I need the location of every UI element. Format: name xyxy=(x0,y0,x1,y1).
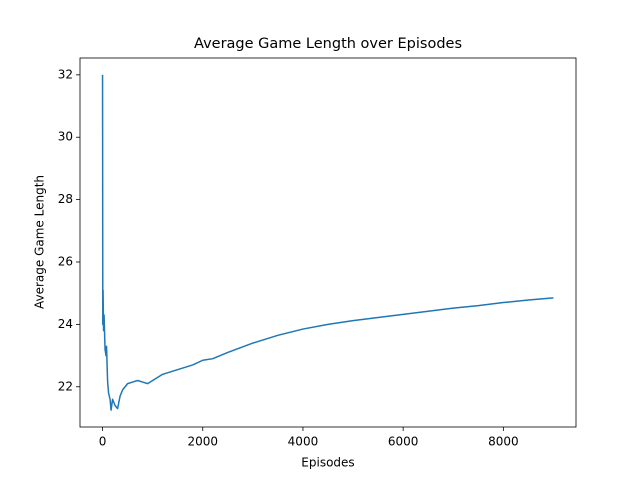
x-axis-label: Episodes xyxy=(301,456,354,470)
x-tick-label: 2000 xyxy=(187,435,218,449)
y-tick-label: 24 xyxy=(58,317,73,331)
x-tick-label: 8000 xyxy=(488,435,519,449)
x-tick-label: 6000 xyxy=(388,435,419,449)
x-tick-label: 4000 xyxy=(288,435,319,449)
axes-frame xyxy=(79,57,577,428)
y-tick-label: 32 xyxy=(58,67,73,81)
chart-title: Average Game Length over Episodes xyxy=(194,36,462,52)
x-tick-label: 0 xyxy=(99,435,107,449)
y-tick-label: 28 xyxy=(58,192,73,206)
y-tick-label: 26 xyxy=(58,254,73,268)
y-tick-label: 30 xyxy=(58,130,73,144)
data-line xyxy=(101,74,554,411)
y-axis-label: Average Game Length xyxy=(33,175,47,309)
y-tick-label: 22 xyxy=(58,379,73,393)
